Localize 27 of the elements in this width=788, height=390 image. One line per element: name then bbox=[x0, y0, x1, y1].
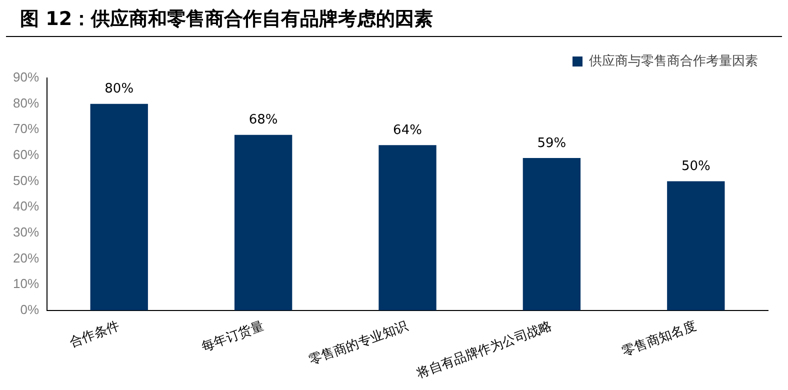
y-tick-label: 70% bbox=[12, 121, 40, 136]
data-label: 80% bbox=[104, 82, 134, 97]
bar bbox=[522, 158, 581, 310]
x-tick-label: 零售商的专业知识 bbox=[306, 318, 410, 368]
y-tick-label: 90% bbox=[12, 70, 40, 85]
y-tick-label: 20% bbox=[12, 250, 40, 266]
y-tick-label: 0% bbox=[20, 302, 40, 318]
data-label: 59% bbox=[537, 136, 566, 151]
x-tick-label: 零售商知名度 bbox=[620, 318, 698, 359]
x-tick-label: 每年订货量 bbox=[199, 318, 266, 354]
y-tick-label: 10% bbox=[12, 276, 40, 292]
bar bbox=[90, 104, 148, 310]
data-label: 50% bbox=[681, 159, 710, 174]
chart-title: 图 12：供应商和零售商合作自有品牌考虑的因素 bbox=[6, 6, 782, 37]
bar bbox=[234, 134, 292, 310]
y-tick-label: 40% bbox=[12, 198, 40, 214]
x-tick-label: 合作条件 bbox=[67, 318, 122, 350]
y-tick-label: 80% bbox=[12, 95, 40, 110]
y-tick-label: 60% bbox=[12, 147, 40, 162]
y-tick-label: 30% bbox=[12, 224, 40, 240]
legend-label: 供应商与零售商合作考量因素 bbox=[589, 53, 758, 68]
data-label: 68% bbox=[248, 112, 278, 128]
bar bbox=[667, 181, 725, 310]
data-label: 64% bbox=[393, 123, 422, 138]
bar bbox=[378, 145, 436, 310]
x-tick-label: 将自有品牌作为公司战略 bbox=[414, 318, 554, 382]
y-tick-label: 50% bbox=[12, 172, 40, 188]
